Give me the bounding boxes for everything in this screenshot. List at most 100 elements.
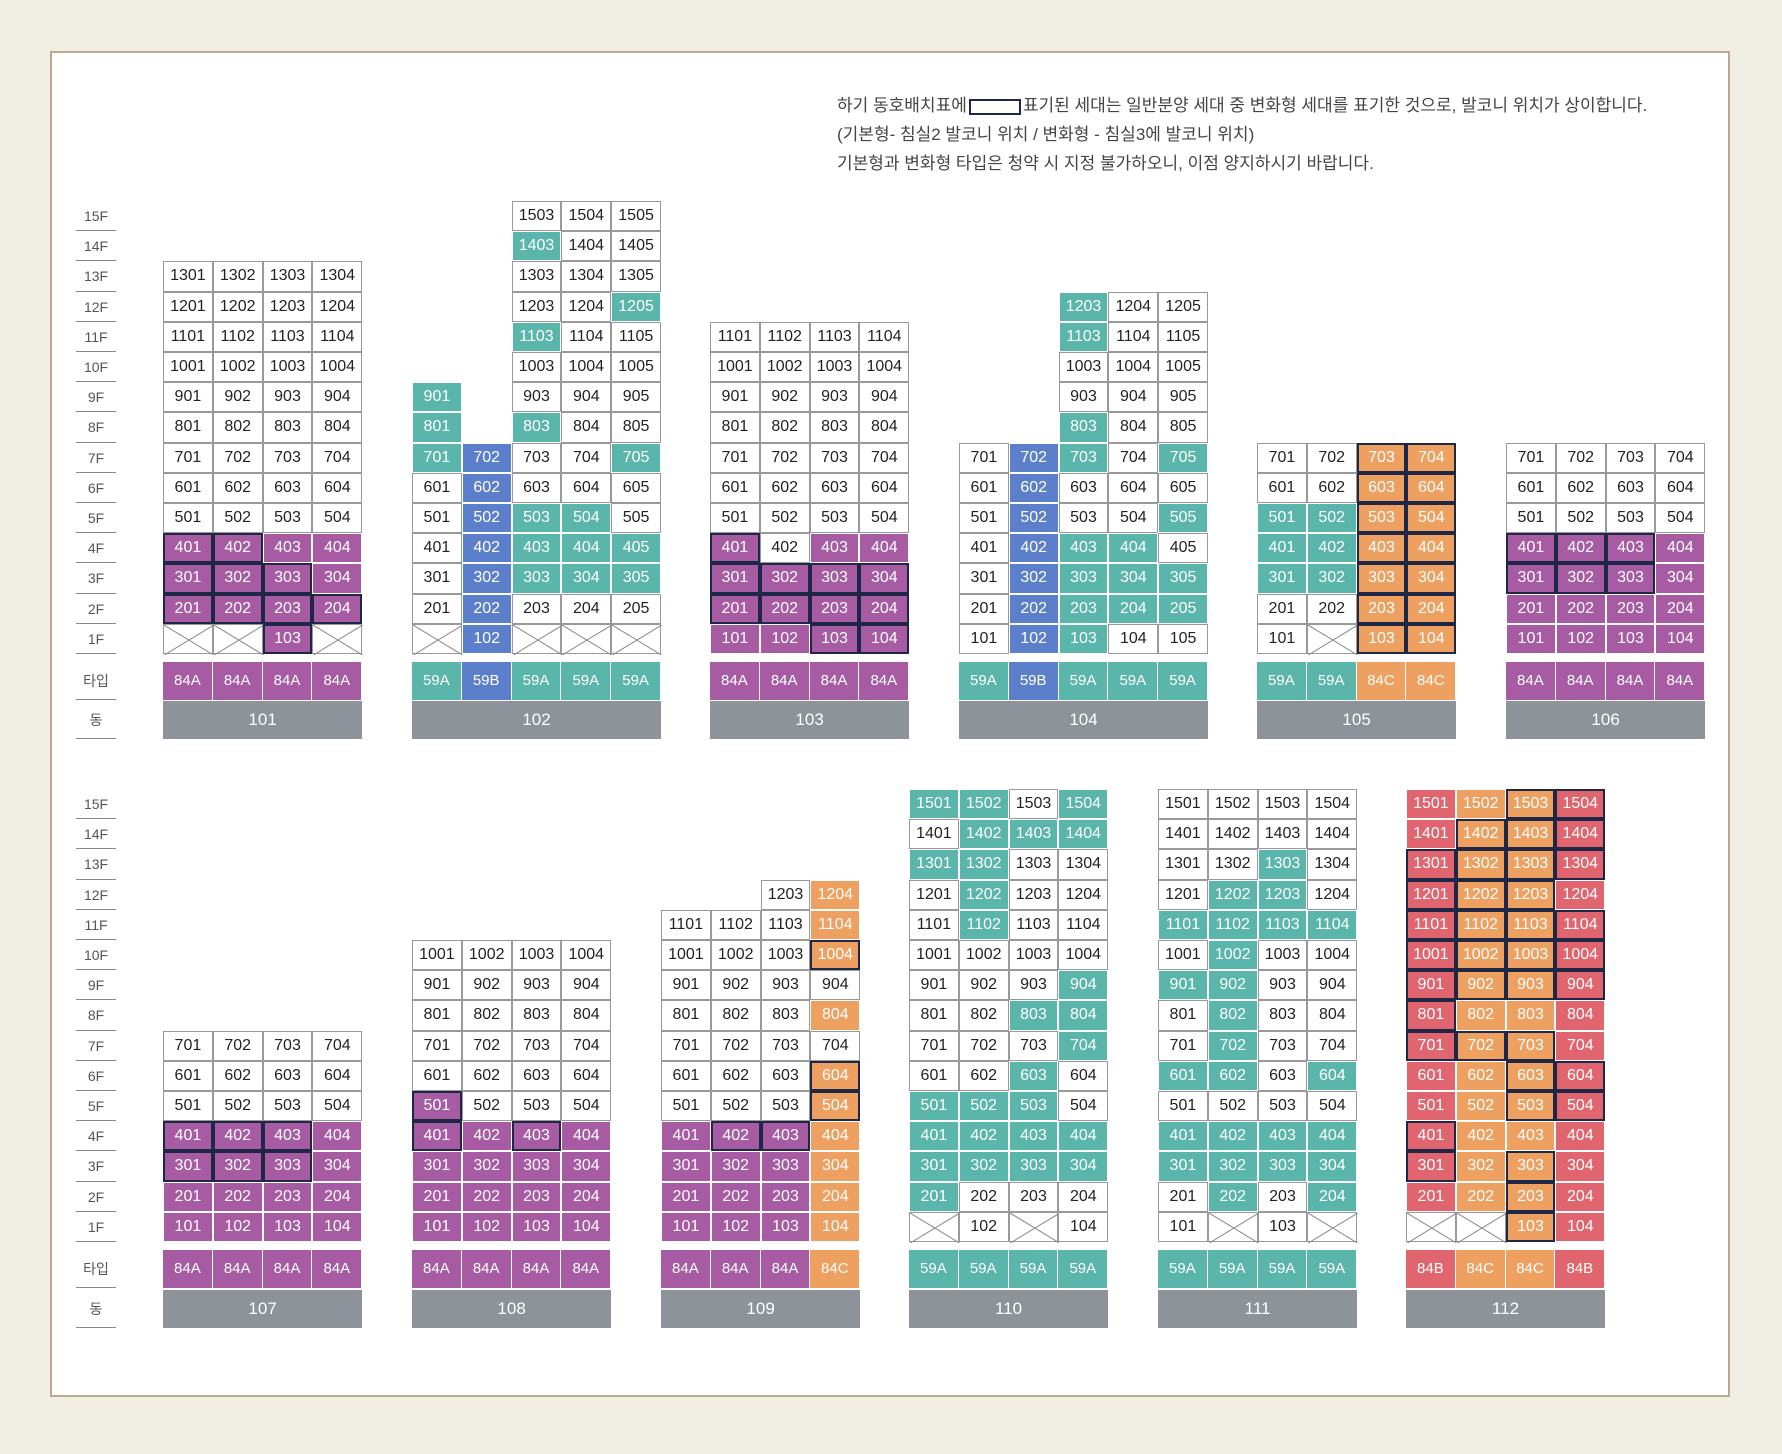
unit-cell-110-1101[interactable]: 1101 [909, 909, 959, 940]
unit-cell-101-103[interactable]: 103 [262, 623, 313, 654]
unit-cell-101-803[interactable]: 803 [262, 412, 313, 443]
unit-cell-105-302[interactable]: 302 [1306, 563, 1357, 594]
unit-cell-103-604[interactable]: 604 [859, 472, 910, 503]
unit-cell-109-903[interactable]: 903 [760, 970, 811, 1001]
unit-cell-111-602[interactable]: 602 [1207, 1060, 1258, 1091]
unit-cell-102-805[interactable]: 805 [611, 412, 661, 443]
unit-cell-102-302[interactable]: 302 [461, 563, 512, 594]
unit-cell-104-805[interactable]: 805 [1158, 412, 1208, 443]
unit-cell-101-301[interactable]: 301 [163, 563, 213, 594]
unit-cell-112-802[interactable]: 802 [1455, 1000, 1506, 1031]
unit-cell-108-603[interactable]: 603 [511, 1060, 562, 1091]
unit-cell-108-1004[interactable]: 1004 [561, 940, 612, 971]
unit-cell-105-602[interactable]: 602 [1306, 472, 1357, 503]
unit-cell-102-202[interactable]: 202 [461, 593, 512, 624]
unit-cell-110-1104[interactable]: 1104 [1058, 909, 1109, 940]
unit-cell-110-1404[interactable]: 1404 [1058, 819, 1109, 850]
unit-cell-103-904[interactable]: 904 [859, 382, 910, 413]
unit-cell-112-1504[interactable]: 1504 [1555, 789, 1606, 820]
unit-cell-109-403[interactable]: 403 [760, 1121, 811, 1152]
unit-cell-103-503[interactable]: 503 [809, 503, 860, 534]
unit-cell-108-1002[interactable]: 1002 [461, 940, 512, 971]
unit-cell-106-301[interactable]: 301 [1506, 563, 1556, 594]
unit-cell-107-701[interactable]: 701 [163, 1030, 213, 1061]
unit-cell-101-1103[interactable]: 1103 [262, 321, 313, 352]
unit-cell-111-1103[interactable]: 1103 [1257, 909, 1308, 940]
unit-cell-111-202[interactable]: 202 [1207, 1181, 1258, 1212]
unit-cell-102-1203[interactable]: 1203 [511, 291, 562, 322]
unit-cell-112-1103[interactable]: 1103 [1505, 909, 1556, 940]
unit-cell-109-203[interactable]: 203 [760, 1181, 811, 1212]
unit-cell-107-503[interactable]: 503 [262, 1091, 313, 1122]
unit-cell-109-701[interactable]: 701 [661, 1030, 711, 1061]
unit-cell-103-1101[interactable]: 1101 [710, 321, 760, 352]
unit-cell-105-503[interactable]: 503 [1356, 503, 1407, 534]
unit-cell-104-705[interactable]: 705 [1158, 442, 1208, 473]
unit-cell-102-705[interactable]: 705 [611, 442, 661, 473]
unit-cell-109-104[interactable]: 104 [810, 1211, 861, 1242]
unit-cell-103-703[interactable]: 703 [809, 442, 860, 473]
unit-cell-110-903[interactable]: 903 [1008, 970, 1059, 1001]
unit-cell-108-301[interactable]: 301 [412, 1151, 462, 1182]
unit-cell-111-1501[interactable]: 1501 [1158, 789, 1208, 820]
unit-cell-112-1501[interactable]: 1501 [1406, 789, 1456, 820]
unit-cell-111-401[interactable]: 401 [1158, 1121, 1208, 1152]
unit-cell-110-701[interactable]: 701 [909, 1030, 959, 1061]
unit-cell-103-903[interactable]: 903 [809, 382, 860, 413]
unit-cell-109-1102[interactable]: 1102 [710, 909, 761, 940]
unit-cell-101-601[interactable]: 601 [163, 472, 213, 503]
unit-cell-103-403[interactable]: 403 [809, 533, 860, 564]
unit-cell-111-601[interactable]: 601 [1158, 1060, 1208, 1091]
unit-cell-106-304[interactable]: 304 [1655, 563, 1706, 594]
unit-cell-112-703[interactable]: 703 [1505, 1030, 1556, 1061]
unit-cell-105-501[interactable]: 501 [1257, 503, 1307, 534]
unit-cell-110-703[interactable]: 703 [1008, 1030, 1059, 1061]
unit-cell-104-1003[interactable]: 1003 [1058, 352, 1109, 383]
unit-cell-110-1003[interactable]: 1003 [1008, 940, 1059, 971]
unit-cell-101-304[interactable]: 304 [312, 563, 363, 594]
unit-cell-104-405[interactable]: 405 [1158, 533, 1208, 564]
unit-cell-111-504[interactable]: 504 [1307, 1091, 1358, 1122]
unit-cell-103-303[interactable]: 303 [809, 563, 860, 594]
unit-cell-110-1301[interactable]: 1301 [909, 849, 959, 880]
unit-cell-105-402[interactable]: 402 [1306, 533, 1357, 564]
unit-cell-106-202[interactable]: 202 [1555, 593, 1606, 624]
unit-cell-110-1201[interactable]: 1201 [909, 879, 959, 910]
unit-cell-104-904[interactable]: 904 [1108, 382, 1159, 413]
unit-cell-111-1202[interactable]: 1202 [1207, 879, 1258, 910]
unit-cell-106-203[interactable]: 203 [1605, 593, 1656, 624]
unit-cell-109-904[interactable]: 904 [810, 970, 861, 1001]
unit-cell-105-304[interactable]: 304 [1406, 563, 1457, 594]
unit-cell-110-402[interactable]: 402 [958, 1121, 1009, 1152]
unit-cell-106-103[interactable]: 103 [1605, 623, 1656, 654]
unit-cell-104-1104[interactable]: 1104 [1108, 321, 1159, 352]
unit-cell-109-804[interactable]: 804 [810, 1000, 861, 1031]
unit-cell-109-202[interactable]: 202 [710, 1181, 761, 1212]
unit-cell-103-901[interactable]: 901 [710, 382, 760, 413]
unit-cell-103-104[interactable]: 104 [859, 623, 910, 654]
unit-cell-104-202[interactable]: 202 [1008, 593, 1059, 624]
unit-cell-108-503[interactable]: 503 [511, 1091, 562, 1122]
unit-cell-107-303[interactable]: 303 [262, 1151, 313, 1182]
unit-cell-112-1104[interactable]: 1104 [1555, 909, 1606, 940]
unit-cell-111-303[interactable]: 303 [1257, 1151, 1308, 1182]
unit-cell-109-1104[interactable]: 1104 [810, 909, 861, 940]
unit-cell-110-1204[interactable]: 1204 [1058, 879, 1109, 910]
unit-cell-109-602[interactable]: 602 [710, 1060, 761, 1091]
unit-cell-102-1005[interactable]: 1005 [611, 352, 661, 383]
unit-cell-110-602[interactable]: 602 [958, 1060, 1009, 1091]
unit-cell-102-1004[interactable]: 1004 [561, 352, 612, 383]
unit-cell-101-402[interactable]: 402 [212, 533, 263, 564]
unit-cell-105-204[interactable]: 204 [1406, 593, 1457, 624]
unit-cell-110-201[interactable]: 201 [909, 1181, 959, 1212]
unit-cell-112-104[interactable]: 104 [1555, 1211, 1606, 1242]
unit-cell-107-404[interactable]: 404 [312, 1121, 363, 1152]
unit-cell-102-602[interactable]: 602 [461, 472, 512, 503]
unit-cell-112-403[interactable]: 403 [1505, 1121, 1556, 1152]
unit-cell-103-201[interactable]: 201 [710, 593, 760, 624]
unit-cell-111-1304[interactable]: 1304 [1307, 849, 1358, 880]
unit-cell-110-203[interactable]: 203 [1008, 1181, 1059, 1212]
unit-cell-104-1103[interactable]: 1103 [1058, 321, 1109, 352]
unit-cell-110-904[interactable]: 904 [1058, 970, 1109, 1001]
unit-cell-101-1003[interactable]: 1003 [262, 352, 313, 383]
